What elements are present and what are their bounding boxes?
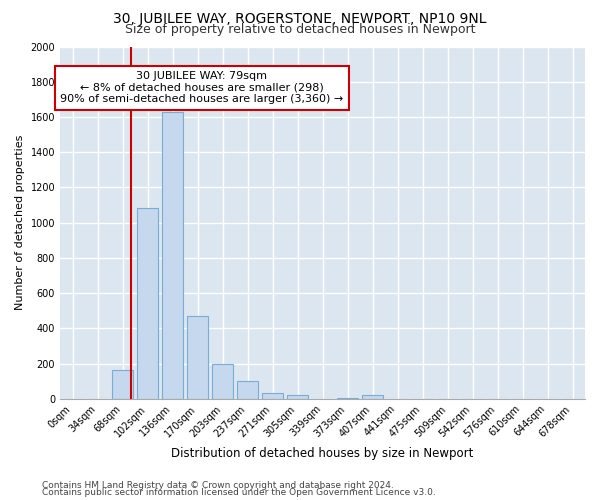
Y-axis label: Number of detached properties: Number of detached properties [15,135,25,310]
Text: Size of property relative to detached houses in Newport: Size of property relative to detached ho… [125,22,475,36]
Text: 30, JUBILEE WAY, ROGERSTONE, NEWPORT, NP10 9NL: 30, JUBILEE WAY, ROGERSTONE, NEWPORT, NP… [113,12,487,26]
Bar [287,396,308,399]
Text: 30 JUBILEE WAY: 79sqm
← 8% of detached houses are smaller (298)
90% of semi-deta: 30 JUBILEE WAY: 79sqm ← 8% of detached h… [60,71,343,104]
Bar [137,208,158,399]
Bar [237,382,258,399]
Bar [112,370,133,399]
Bar [212,364,233,399]
Bar [162,112,183,399]
X-axis label: Distribution of detached houses by size in Newport: Distribution of detached houses by size … [172,447,474,460]
Text: Contains public sector information licensed under the Open Government Licence v3: Contains public sector information licen… [42,488,436,497]
Bar [262,392,283,399]
Bar [187,316,208,399]
Text: Contains HM Land Registry data © Crown copyright and database right 2024.: Contains HM Land Registry data © Crown c… [42,480,394,490]
Bar [362,396,383,399]
Bar [337,398,358,399]
